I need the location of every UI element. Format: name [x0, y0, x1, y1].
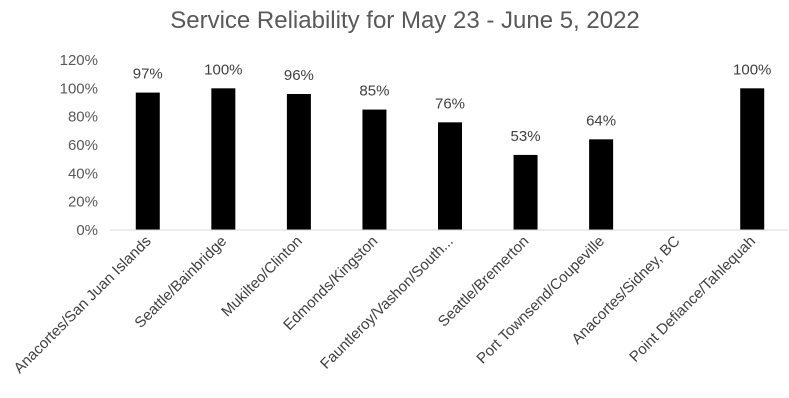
y-tick-label: 100%	[60, 80, 98, 97]
y-tick-label: 80%	[68, 109, 98, 126]
data-label: 53%	[511, 128, 541, 145]
data-label: 76%	[435, 95, 465, 112]
data-label: 97%	[133, 66, 163, 83]
y-tick-label: 20%	[68, 194, 98, 211]
y-tick-label: 60%	[68, 137, 98, 154]
y-tick-label: 40%	[68, 165, 98, 182]
y-tick-label: 0%	[76, 222, 98, 239]
bar	[589, 139, 614, 230]
x-category-label: Fauntleroy/Vashon/South...	[317, 233, 457, 373]
bar	[211, 88, 236, 230]
bar	[438, 122, 462, 230]
bars	[135, 88, 765, 230]
chart-title: Service Reliability for May 23 - June 5,…	[170, 7, 640, 34]
x-category-label: Anacortes/San Juan Islands	[11, 233, 155, 377]
bar	[740, 88, 765, 230]
x-axis: Anacortes/San Juan IslandsSeattle/Bainbr…	[11, 229, 788, 377]
data-labels: 97% 100% 96% 85% 76% 53% 64% 100%	[133, 61, 772, 145]
data-label: 85%	[359, 83, 389, 100]
data-label: 64%	[586, 112, 616, 129]
x-category-label: Port Townsend/Coupeville	[473, 233, 607, 367]
bar	[513, 154, 538, 230]
data-label: 100%	[204, 61, 242, 78]
bar	[362, 109, 387, 230]
data-label: 100%	[733, 61, 771, 78]
bar	[286, 94, 311, 230]
data-label: 96%	[284, 67, 314, 84]
x-category-label: Mukilteo/Clinton	[218, 233, 305, 320]
bar	[135, 92, 160, 230]
x-category-label: Point Defiance/Tahlequah	[626, 233, 759, 366]
y-tick-label: 120%	[60, 52, 98, 69]
y-axis: 0% 20% 40% 60% 80% 100% 120%	[60, 52, 98, 239]
